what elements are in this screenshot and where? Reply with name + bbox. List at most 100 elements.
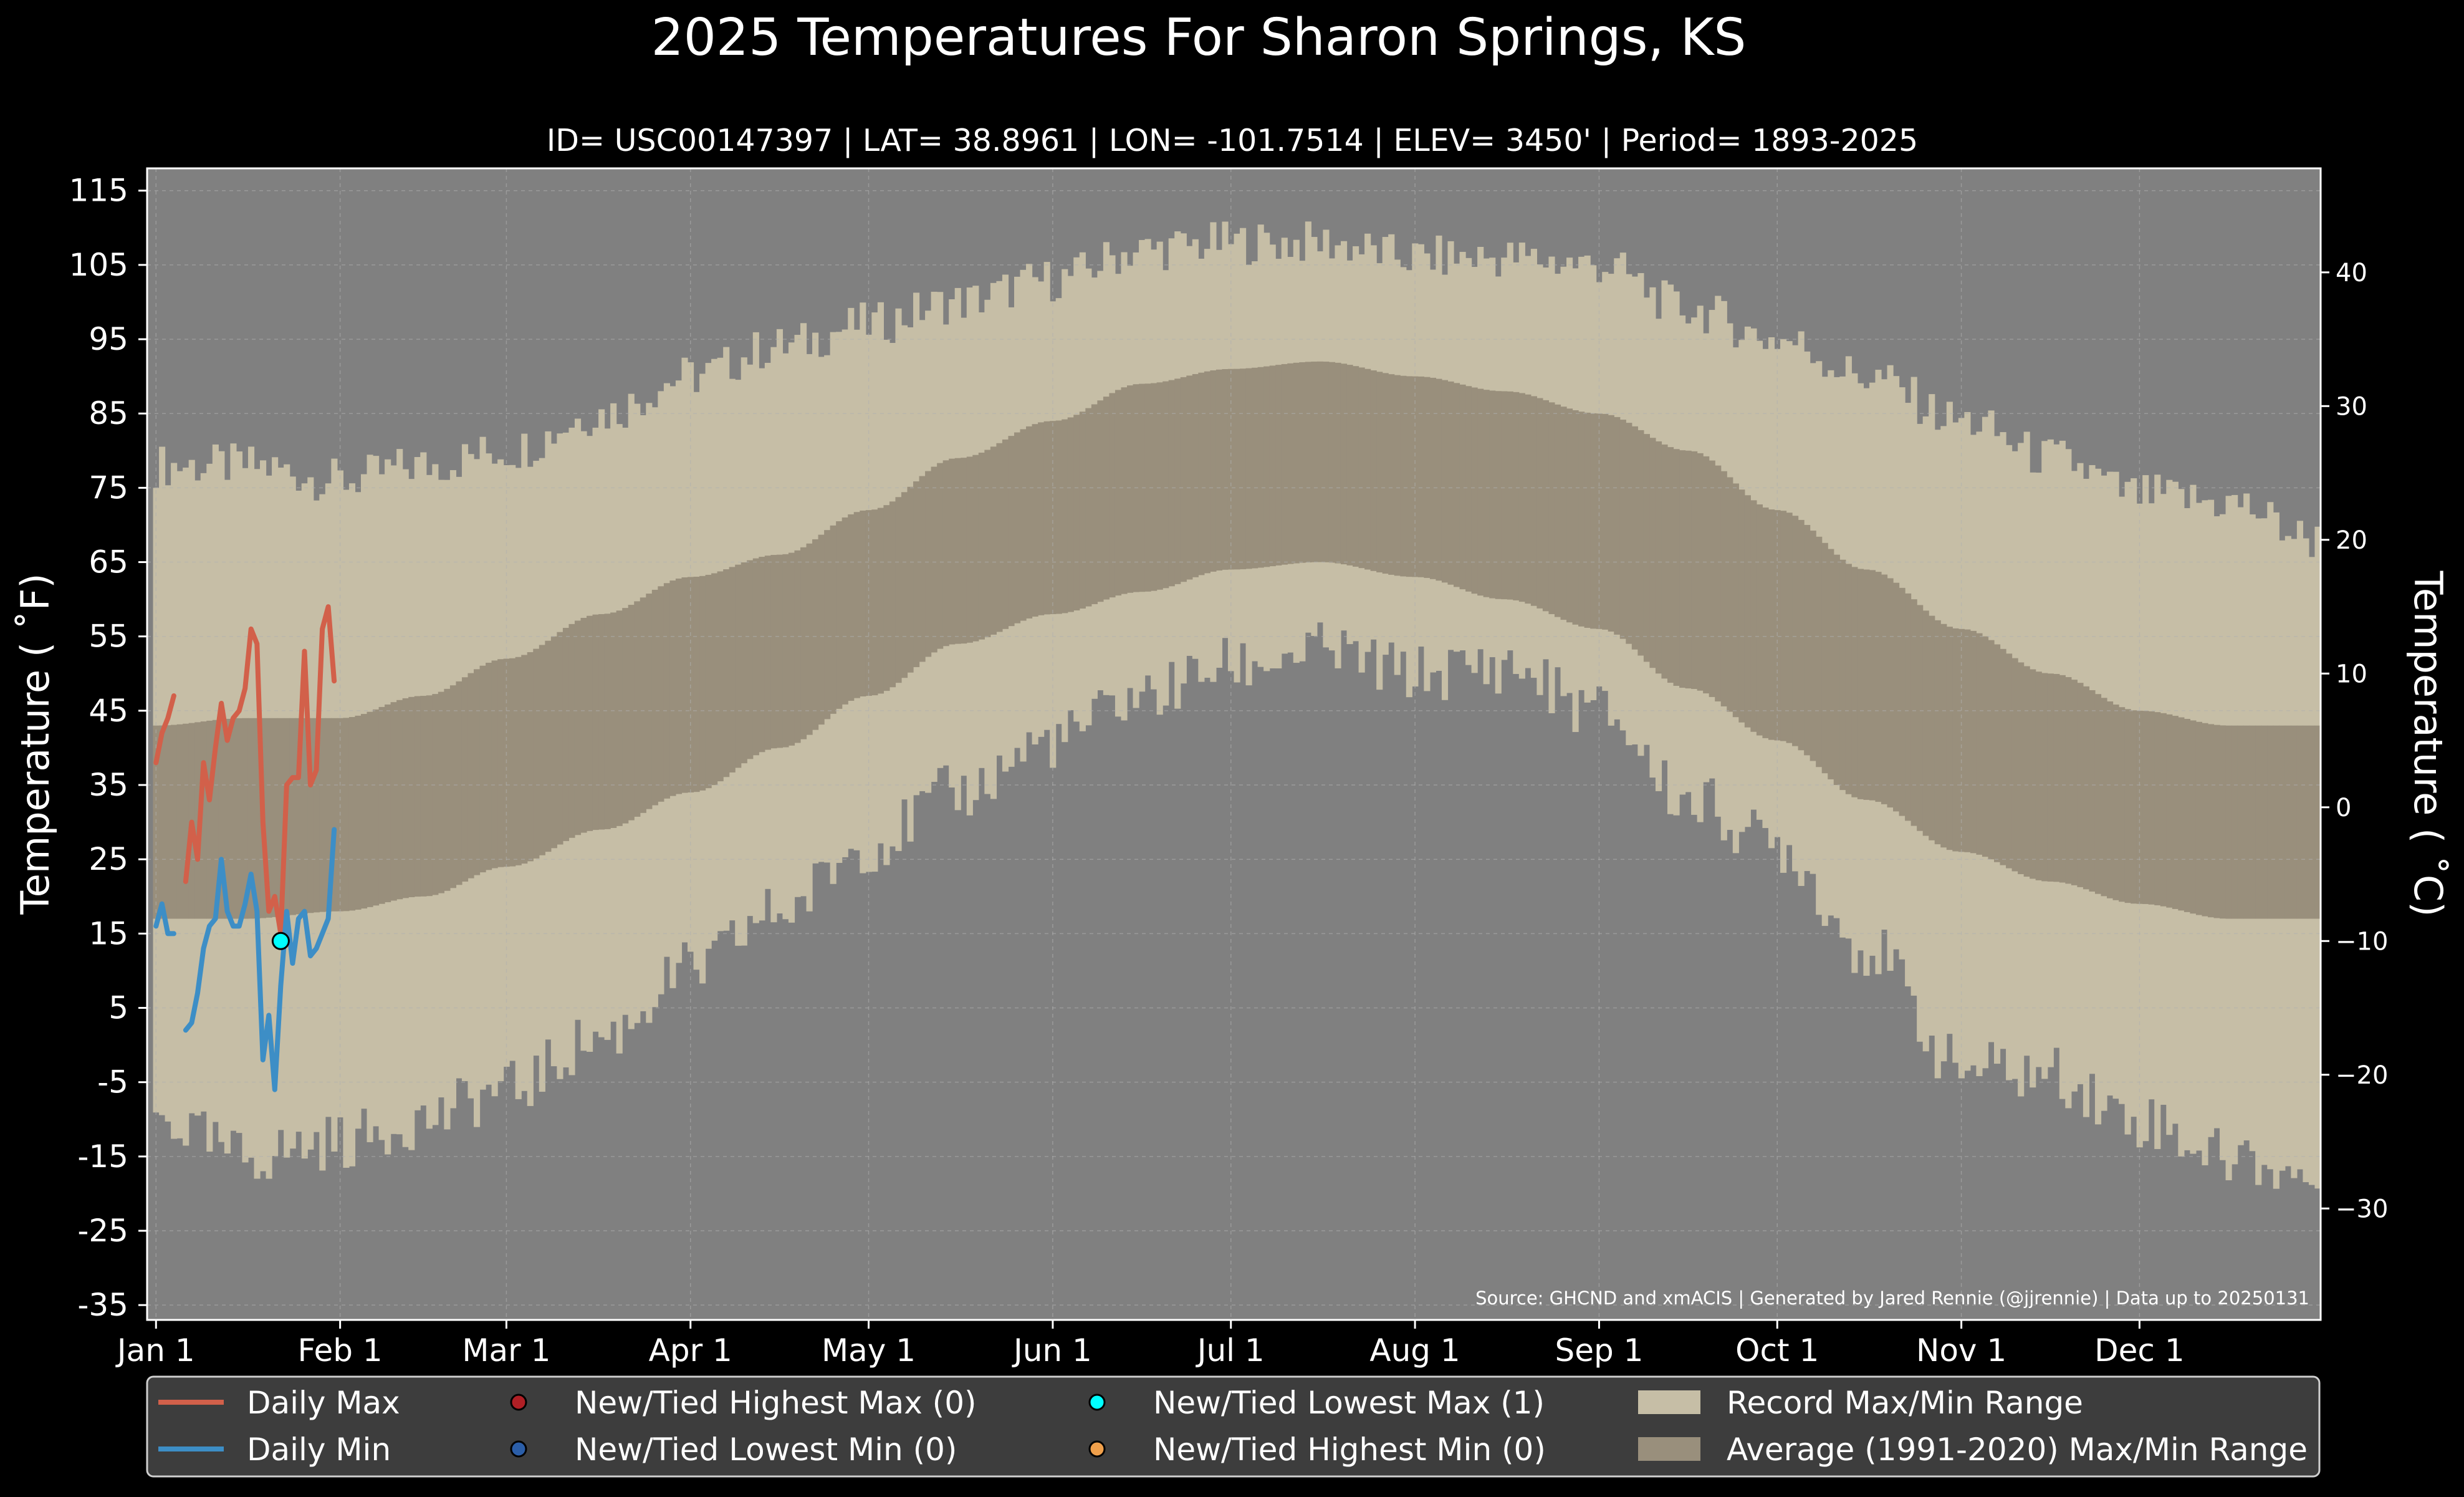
average-range-bar — [2279, 725, 2286, 919]
average-range-bar — [1483, 390, 1490, 597]
average-range-bar — [373, 709, 380, 906]
y-tick-label: 55 — [89, 619, 128, 655]
average-range-bar — [747, 560, 754, 759]
average-range-bar — [1536, 398, 1543, 609]
average-range-bar — [1043, 421, 1050, 615]
average-range-bar — [705, 574, 712, 789]
average-range-bar — [1198, 372, 1205, 575]
x-tick-label: Jul 1 — [1196, 1332, 1265, 1369]
average-range-bar — [2047, 673, 2054, 882]
average-range-bar — [171, 724, 178, 919]
average-range-bar — [449, 685, 457, 888]
legend: Daily Max New/Tied Highest Max (0) New/Tie… — [146, 1375, 2321, 1478]
average-range-bar — [1002, 439, 1009, 629]
average-range-bar — [183, 723, 189, 919]
average-range-bar — [1424, 377, 1431, 578]
average-range-bar — [1429, 377, 1437, 579]
average-range-bar — [2249, 725, 2256, 919]
average-range-bar — [1038, 422, 1045, 615]
y-axis-left: 115 105 95 85 75 65 55 45 35 25 15 5 -5 -15 -25 -35 — [69, 173, 147, 1323]
x-tick-label: Nov 1 — [1916, 1332, 2006, 1369]
average-range-bar — [937, 463, 944, 649]
average-range-bar — [2142, 711, 2149, 904]
average-range-bar — [1454, 383, 1460, 587]
average-range-bar — [2232, 725, 2238, 919]
legend-item: New/Tied Lowest Min (0) — [510, 1432, 957, 1468]
average-range-bar — [1578, 412, 1585, 627]
average-range-bar — [1875, 572, 1882, 802]
average-range-bar — [1382, 373, 1389, 574]
average-range-bar — [2166, 714, 2173, 908]
average-range-bar — [663, 583, 671, 799]
average-range-bar — [1768, 509, 1775, 740]
y-tick-label: 5 — [108, 990, 128, 1026]
average-range-bar — [1103, 397, 1110, 600]
average-range-bar — [1720, 471, 1727, 706]
legend-item: Record Max/Min Range — [1638, 1385, 2083, 1421]
average-range-bar — [325, 718, 332, 912]
average-range-bar — [841, 517, 848, 705]
average-range-bar — [1869, 570, 1876, 801]
average-range-bar — [319, 718, 326, 912]
average-range-bar — [2006, 653, 2013, 869]
average-range-bar — [1364, 368, 1371, 570]
average-range-bar — [1655, 441, 1662, 674]
average-range-bar — [432, 694, 439, 895]
average-range-bar — [622, 608, 629, 824]
average-range-bar — [1946, 627, 1953, 850]
average-range-bar — [2083, 686, 2090, 890]
average-range-bar — [1275, 365, 1282, 566]
average-range-bar — [218, 719, 225, 919]
average-range-bar — [1417, 376, 1424, 577]
average-range-bar — [521, 655, 528, 864]
average-range-bar — [1358, 367, 1365, 569]
x-tick-label: Jan 1 — [115, 1332, 195, 1369]
average-range-bar — [414, 696, 421, 897]
average-range-bar — [533, 648, 540, 859]
average-range-bar — [295, 718, 302, 915]
legend-label: Daily Max — [247, 1385, 400, 1421]
average-range-bar — [1394, 375, 1401, 576]
average-range-bar — [1887, 578, 1894, 808]
x-tick-label: Jun 1 — [1012, 1332, 1092, 1369]
average-range-bar — [1703, 456, 1710, 694]
new-tied-lowest-max-point — [271, 931, 290, 950]
average-range-bar — [1798, 519, 1805, 751]
average-range-bar — [1857, 569, 1864, 799]
average-range-bar — [990, 446, 997, 635]
average-range-bar — [1020, 429, 1027, 621]
y-tick-label: -35 — [77, 1287, 128, 1323]
legend-patch-swatch — [1638, 1437, 1700, 1461]
average-range-bar — [2237, 725, 2244, 919]
average-range-bar — [307, 718, 314, 913]
average-range-bar — [2303, 725, 2309, 919]
average-range-bar — [640, 597, 646, 813]
average-range-bar — [348, 717, 356, 911]
x-tick-label: Mar 1 — [462, 1332, 550, 1369]
average-range-bar — [1376, 372, 1383, 573]
average-range-bar — [2119, 707, 2126, 902]
average-range-bar — [1685, 450, 1692, 689]
average-range-bar — [954, 458, 961, 644]
average-range-bar — [1970, 630, 1977, 854]
average-range-bar — [438, 691, 444, 893]
average-range-bar — [2273, 725, 2279, 919]
average-range-bar — [931, 466, 937, 653]
average-range-bar — [1649, 438, 1656, 668]
average-range-bar — [830, 525, 837, 714]
chart-subtitle: ID= USC00147397 | LAT= 38.8961 | LON= -1… — [547, 123, 1918, 158]
average-range-bar — [1210, 370, 1217, 572]
average-range-bar — [1976, 633, 1983, 855]
average-range-bar — [1323, 362, 1330, 562]
average-range-bar — [764, 556, 771, 750]
average-range-bar — [2094, 694, 2102, 894]
average-range-bar — [545, 640, 552, 852]
y-tick-label: 105 — [69, 247, 128, 283]
average-range-bar — [1305, 362, 1311, 563]
average-range-bar — [1821, 542, 1828, 774]
legend-label: Record Max/Min Range — [1727, 1385, 2083, 1421]
legend-patch-swatch — [1638, 1390, 1700, 1414]
average-range-bar — [1614, 416, 1621, 635]
average-range-bar — [925, 471, 932, 657]
average-range-bar — [1465, 386, 1472, 592]
